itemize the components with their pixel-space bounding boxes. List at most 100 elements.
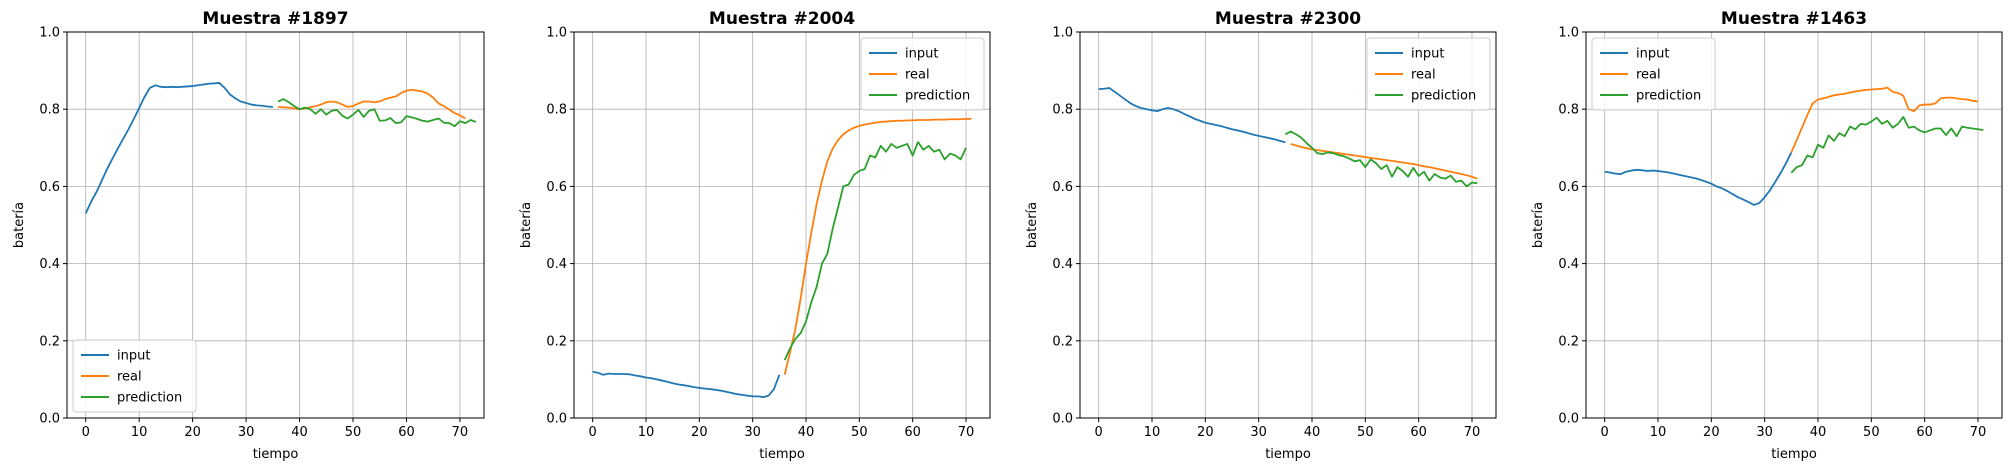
- x-tick-label: 10: [1650, 425, 1667, 440]
- chart-title: Muestra #1463: [1721, 9, 1867, 29]
- x-tick-label: 0: [1601, 425, 1609, 440]
- y-axis-label: batería: [1531, 202, 1546, 248]
- series-line-prediction: [1790, 116, 1984, 174]
- series-line-real: [278, 89, 466, 120]
- chart-panel-1: 0 10 20 30 40 50 60 70 0.0 0.2 0.4 0.6 0.8 1.0 Muestra…: [12, 9, 485, 462]
- x-tick-label: 70: [958, 425, 975, 440]
- series-line-input: [84, 82, 273, 214]
- series-line-input: [1604, 152, 1793, 206]
- series-line-real: [783, 117, 972, 375]
- series-line-real: [1290, 143, 1478, 180]
- x-tick-label: 60: [398, 425, 415, 440]
- series-line-input: [1098, 87, 1286, 144]
- x-tick-label: 50: [1357, 425, 1374, 440]
- y-tick-label: 1.0: [1052, 26, 1073, 41]
- y-tick-label: 0.2: [546, 334, 567, 349]
- x-tick-label: 0: [589, 425, 597, 440]
- x-tick-label: 50: [1863, 425, 1880, 440]
- legend-label-prediction: prediction: [117, 391, 182, 406]
- plot-frame: [1585, 31, 2003, 419]
- series-line-real: [1790, 86, 1979, 153]
- y-tick-label: 0.6: [546, 180, 567, 195]
- legend: input real prediction: [1366, 37, 1491, 111]
- x-tick-label: 20: [1703, 425, 1720, 440]
- x-tick-label: 70: [452, 425, 469, 440]
- chart-title: Muestra #1897: [202, 9, 348, 29]
- y-axis-label: batería: [1025, 202, 1040, 248]
- x-tick-label: 10: [638, 425, 655, 440]
- x-tick-label: 30: [238, 425, 255, 440]
- y-tick-label: 0.4: [1558, 257, 1579, 272]
- x-tick-label: 0: [82, 425, 90, 440]
- x-tick-label: 0: [1095, 425, 1103, 440]
- x-tick-label: 50: [851, 425, 868, 440]
- y-tick-label: 0.0: [1558, 412, 1579, 427]
- y-tick-label: 0.8: [546, 103, 567, 118]
- x-tick-label: 10: [1144, 425, 1161, 440]
- x-tick-label: 10: [131, 425, 148, 440]
- x-tick-label: 30: [1756, 425, 1773, 440]
- y-axis-label: batería: [12, 202, 27, 248]
- y-tick-label: 0.8: [39, 103, 60, 118]
- legend-box: [1591, 37, 1716, 111]
- chart-panel-4: 0 10 20 30 40 50 60 70 0.0 0.2 0.4 0.6 0.8 1.0 Muestra…: [1531, 9, 2003, 462]
- legend: input real prediction: [1591, 37, 1716, 111]
- legend-box: [1366, 37, 1491, 111]
- x-tick-label: 40: [1304, 425, 1321, 440]
- x-tick-label: 60: [1916, 425, 1933, 440]
- series-line-prediction: [783, 141, 967, 361]
- x-tick-label: 20: [691, 425, 708, 440]
- x-tick-label: 50: [345, 425, 362, 440]
- y-tick-label: 1.0: [1558, 26, 1579, 41]
- legend-box: [72, 339, 197, 413]
- y-tick-label: 1.0: [546, 26, 567, 41]
- x-tick-label: 60: [904, 425, 921, 440]
- legend-label-input: input: [1636, 47, 1669, 62]
- x-tick-label: 40: [798, 425, 815, 440]
- legend-label-real: real: [1411, 68, 1436, 83]
- x-axis-label: tiempo: [1771, 447, 1817, 462]
- y-tick-label: 1.0: [39, 26, 60, 41]
- x-tick-label: 20: [184, 425, 201, 440]
- x-tick-label: 30: [744, 425, 761, 440]
- legend-label-prediction: prediction: [905, 89, 970, 104]
- legend-label-real: real: [117, 370, 142, 385]
- x-axis-label: tiempo: [1265, 447, 1311, 462]
- y-tick-label: 0.4: [39, 257, 60, 272]
- series-line-prediction: [1284, 130, 1478, 188]
- chart-title: Muestra #2300: [1215, 9, 1361, 29]
- y-tick-label: 0.0: [1052, 412, 1073, 427]
- y-tick-label: 0.4: [1052, 257, 1073, 272]
- y-tick-label: 0.2: [1558, 334, 1579, 349]
- y-tick-label: 0.0: [546, 412, 567, 427]
- chart-title: Muestra #2004: [709, 9, 855, 29]
- x-tick-label: 70: [1464, 425, 1481, 440]
- y-tick-label: 0.6: [1052, 180, 1073, 195]
- y-tick-label: 0.4: [546, 257, 567, 272]
- x-axis-label: tiempo: [759, 447, 805, 462]
- x-tick-label: 40: [1810, 425, 1827, 440]
- x-tick-label: 60: [1410, 425, 1427, 440]
- legend: input real prediction: [72, 339, 197, 413]
- legend-label-real: real: [1636, 68, 1661, 83]
- y-tick-label: 0.2: [39, 334, 60, 349]
- plot-frame: [573, 31, 991, 419]
- y-tick-label: 0.8: [1558, 103, 1579, 118]
- y-axis-label: batería: [519, 202, 534, 248]
- legend-box: [860, 37, 985, 111]
- legend-label-input: input: [1411, 47, 1444, 62]
- legend-label-real: real: [905, 68, 930, 83]
- series-line-input: [592, 370, 781, 399]
- chart-panel-2: 0 10 20 30 40 50 60 70 0.0 0.2 0.4 0.6 0.8 1.0 Muestra…: [519, 9, 991, 462]
- legend-label-input: input: [905, 47, 938, 62]
- x-tick-label: 40: [291, 425, 308, 440]
- legend-label-input: input: [117, 349, 150, 364]
- chart-panel-3: 0 10 20 30 40 50 60 70 0.0 0.2 0.4 0.6 0.8 1.0 Muestra…: [1025, 9, 1497, 462]
- y-tick-label: 0.6: [39, 180, 60, 195]
- y-tick-label: 0.0: [39, 412, 60, 427]
- y-tick-label: 0.2: [1052, 334, 1073, 349]
- legend: input real prediction: [860, 37, 985, 111]
- y-tick-label: 0.6: [1558, 180, 1579, 195]
- x-tick-label: 20: [1197, 425, 1214, 440]
